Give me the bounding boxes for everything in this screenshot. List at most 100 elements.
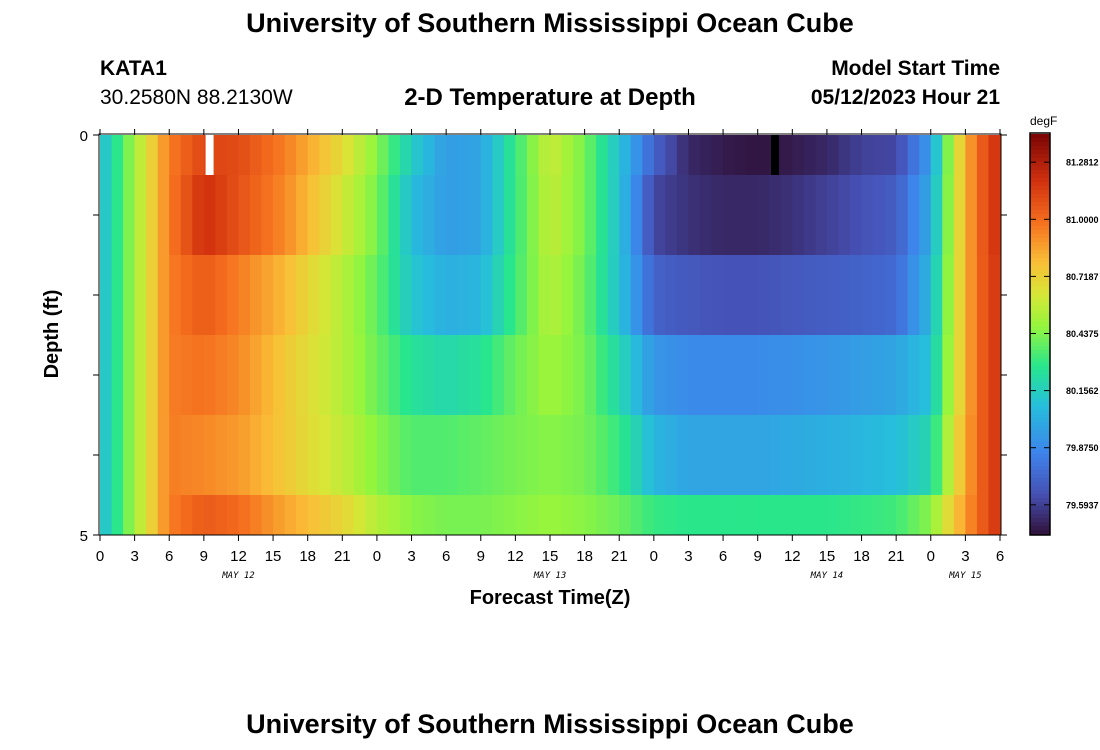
heatmap-cell: [134, 255, 147, 335]
heatmap-cell: [296, 135, 309, 175]
colorbar-band: [1030, 502, 1050, 507]
colorbar-band: [1030, 222, 1050, 227]
heatmap-cell: [653, 335, 666, 415]
heatmap-cell: [596, 135, 609, 175]
heatmap-cell: [192, 175, 205, 255]
heatmap-cell: [884, 415, 897, 495]
heatmap-cell: [423, 495, 436, 535]
x-tick-label: 21: [334, 548, 351, 565]
heatmap-cell: [561, 495, 574, 535]
heatmap-cell: [907, 255, 920, 335]
heatmap-cell: [746, 335, 759, 415]
heatmap-cell: [711, 175, 724, 255]
heatmap-cell: [642, 495, 655, 535]
heatmap-cell: [250, 135, 263, 175]
heatmap-cell: [365, 335, 378, 415]
heatmap-cell: [550, 175, 563, 255]
heatmap-cell: [746, 175, 759, 255]
colorbar-band: [1030, 370, 1050, 375]
heatmap-cell: [307, 135, 320, 175]
heatmap-cell: [584, 255, 597, 335]
heatmap-cell: [215, 495, 228, 535]
colorbar-band: [1030, 478, 1050, 483]
heatmap-cell: [226, 335, 240, 415]
heatmap-cell: [584, 415, 597, 495]
colorbar-band: [1030, 158, 1050, 163]
heatmap-cell: [503, 135, 516, 175]
colorbar-band: [1030, 442, 1050, 447]
colorbar-band: [1030, 510, 1050, 515]
x-tick-label: 0: [96, 548, 104, 565]
heatmap-cell: [792, 255, 805, 335]
x-tick-label: 0: [927, 548, 935, 565]
heatmap-cell: [826, 135, 840, 175]
heatmap-cell: [734, 415, 747, 495]
heatmap-cell: [284, 135, 297, 175]
heatmap-cell: [700, 495, 713, 535]
heatmap-cell: [942, 135, 955, 175]
heatmap-cell: [342, 495, 355, 535]
heatmap-cell: [607, 255, 620, 335]
heatmap-cell: [988, 255, 1001, 335]
heatmap-cell: [480, 135, 493, 175]
heatmap-cell: [192, 415, 205, 495]
heatmap-cell: [423, 135, 436, 175]
model-start-label: Model Start Time: [831, 57, 1000, 80]
heatmap-cell: [226, 495, 240, 535]
colorbar-band: [1030, 326, 1050, 331]
heatmap-cell: [307, 255, 320, 335]
heatmap-cell: [296, 415, 309, 495]
heatmap-cell: [353, 335, 366, 415]
heatmap-cell: [757, 335, 770, 415]
heatmap-cell: [157, 255, 170, 335]
colorbar: [1030, 134, 1050, 535]
page-title: University of Southern Mississippi Ocean…: [246, 8, 854, 38]
colorbar-band: [1030, 186, 1050, 191]
heatmap-cell: [469, 135, 482, 175]
heatmap-cell: [307, 175, 320, 255]
heatmap-cell: [826, 335, 840, 415]
heatmap-cell: [873, 495, 886, 535]
colorbar-band: [1030, 270, 1050, 275]
heatmap-cell: [596, 415, 609, 495]
colorbar-band: [1030, 494, 1050, 499]
x-tick-label: 12: [784, 548, 801, 565]
heatmap-cell: [780, 135, 793, 175]
date-label: MAY 12: [221, 571, 255, 581]
heatmap-cell: [400, 255, 413, 335]
heatmap-cell: [250, 495, 263, 535]
colorbar-band: [1030, 246, 1050, 251]
x-tick-label: 6: [442, 548, 450, 565]
heatmap-cell: [526, 335, 540, 415]
heatmap-cell: [353, 255, 366, 335]
heatmap-cell: [953, 495, 966, 535]
heatmap-cell: [400, 335, 413, 415]
heatmap-cell: [815, 415, 828, 495]
y-axis-label: Depth (ft): [41, 290, 63, 379]
heatmap-cell: [123, 335, 136, 415]
heatmap-cell: [976, 495, 990, 535]
heatmap-cell: [342, 135, 355, 175]
heatmap-cell: [838, 135, 851, 175]
x-tick-label: 0: [650, 548, 658, 565]
heatmap-cell: [873, 175, 886, 255]
heatmap-cell: [238, 495, 251, 535]
x-tick-label: 15: [542, 548, 559, 565]
heatmap-cell: [607, 135, 620, 175]
heatmap-cell: [873, 335, 886, 415]
colorbar-band: [1030, 198, 1050, 203]
colorbar-band: [1030, 318, 1050, 323]
heatmap-cell: [538, 415, 551, 495]
heatmap-cell: [907, 175, 920, 255]
heatmap-cell: [861, 415, 874, 495]
heatmap-cell: [596, 495, 609, 535]
heatmap-cell: [134, 175, 147, 255]
heatmap-cell: [411, 175, 424, 255]
heatmap-cell: [423, 335, 436, 415]
heatmap-cell: [815, 255, 828, 335]
heatmap-cell: [157, 175, 170, 255]
heatmap-cell: [526, 255, 540, 335]
heatmap-cell: [469, 335, 482, 415]
heatmap-cell: [296, 495, 309, 535]
heatmap-cell: [734, 335, 747, 415]
